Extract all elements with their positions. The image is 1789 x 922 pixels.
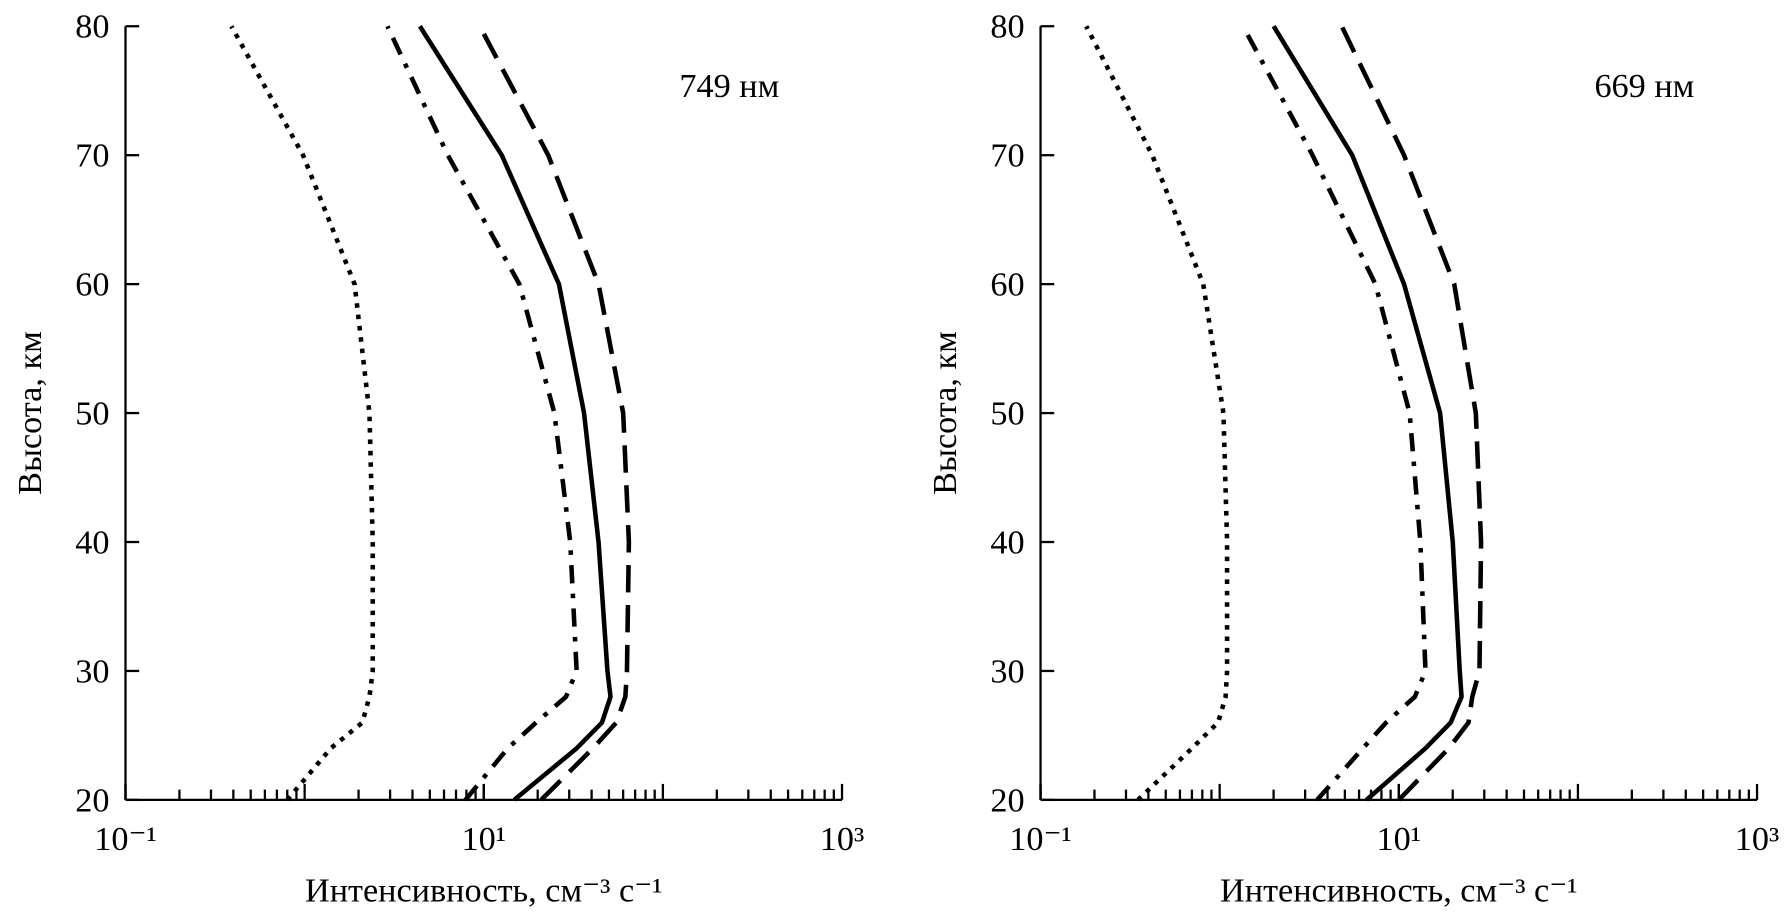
x-tick-label: 10¹ — [1377, 820, 1421, 858]
line-solid — [417, 25, 613, 802]
line-dotted — [1084, 25, 1230, 802]
annotation: 749 нм — [679, 67, 779, 105]
y-tick-label: 20 — [990, 781, 1024, 819]
line-solid — [1271, 25, 1464, 802]
y-tick-label: 50 — [990, 394, 1024, 432]
line-dash-dot — [385, 25, 579, 802]
line-dash-dot — [1241, 25, 1428, 802]
x-tick-label: 10¹ — [462, 820, 506, 858]
y-axis-title: Высота, км — [11, 331, 49, 495]
y-tick-label: 70 — [75, 137, 109, 175]
y-tick-label: 40 — [75, 523, 109, 561]
y-tick-label: 20 — [75, 781, 109, 819]
y-tick-label: 80 — [75, 8, 109, 46]
y-tick-label: 60 — [990, 266, 1024, 304]
y-tick-label: 70 — [990, 137, 1024, 175]
x-tick-label: 10³ — [1735, 820, 1779, 858]
line-dashed — [477, 25, 632, 802]
y-tick-label: 60 — [75, 266, 109, 304]
line-dashed — [1339, 25, 1484, 802]
x-axis-title: Интенсивность, см⁻³ с⁻¹ — [1220, 871, 1577, 909]
y-tick-label: 40 — [990, 523, 1024, 561]
line-dotted — [229, 25, 376, 802]
y-tick-label: 30 — [990, 652, 1024, 690]
x-tick-label: 10³ — [820, 820, 864, 858]
x-axis-title: Интенсивность, см⁻³ с⁻¹ — [305, 871, 662, 909]
y-tick-label: 30 — [75, 652, 109, 690]
y-axis-title: Высота, км — [926, 331, 964, 495]
y-tick-label: 80 — [990, 8, 1024, 46]
x-tick-label: 10⁻¹ — [1009, 820, 1072, 858]
annotation: 669 нм — [1594, 67, 1694, 105]
x-tick-label: 10⁻¹ — [94, 820, 157, 858]
y-tick-label: 50 — [75, 394, 109, 432]
